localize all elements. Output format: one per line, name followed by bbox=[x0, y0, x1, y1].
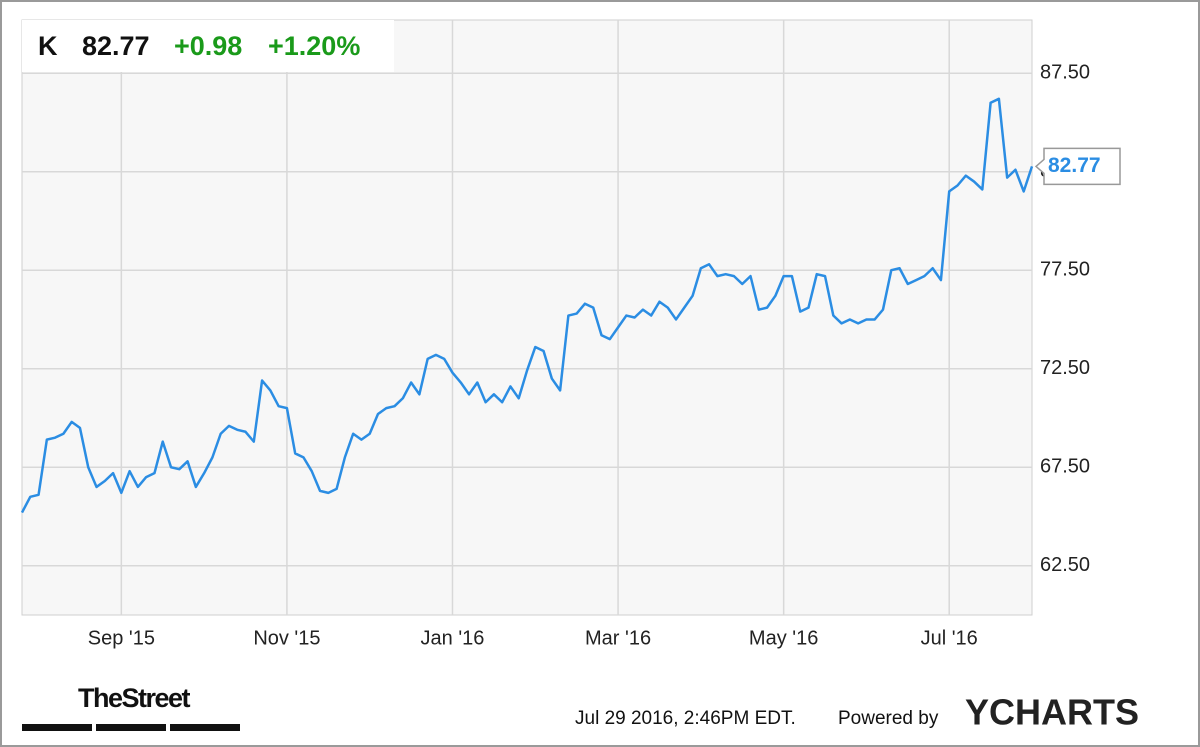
change-pct: +1.20% bbox=[268, 31, 360, 61]
price-line bbox=[20, 97, 1034, 514]
y-tick-label: 62.50 bbox=[1040, 554, 1090, 576]
header-box bbox=[22, 20, 394, 72]
x-tick-label: Sep '15 bbox=[88, 627, 155, 649]
ticker: K bbox=[38, 31, 58, 61]
brand-bar bbox=[170, 724, 240, 731]
y-tick-label: 77.50 bbox=[1040, 258, 1090, 280]
provider-logo: YCHARTS bbox=[965, 692, 1139, 733]
x-tick-label: May '16 bbox=[749, 627, 818, 649]
brand-bar bbox=[96, 724, 166, 731]
brand: TheStreet bbox=[78, 683, 191, 713]
y-tick-label: 72.50 bbox=[1040, 357, 1090, 379]
last-value-label: 82.77 bbox=[1048, 154, 1101, 177]
powered-by: Powered by bbox=[838, 708, 939, 729]
x-tick-label: Nov '15 bbox=[253, 627, 320, 649]
x-tick-label: Jan '16 bbox=[421, 627, 485, 649]
change: +0.98 bbox=[174, 31, 242, 61]
plot-area bbox=[21, 19, 1033, 616]
timestamp: Jul 29 2016, 2:46PM EDT. bbox=[575, 708, 796, 729]
y-tick-label: 67.50 bbox=[1040, 456, 1090, 478]
x-tick-label: Jul '16 bbox=[921, 627, 978, 649]
x-tick-label: Mar '16 bbox=[585, 627, 651, 649]
y-tick-label: 87.50 bbox=[1040, 61, 1090, 83]
brand-bar bbox=[22, 724, 92, 731]
price: 82.77 bbox=[82, 31, 150, 61]
last-value-box bbox=[1034, 147, 1121, 186]
